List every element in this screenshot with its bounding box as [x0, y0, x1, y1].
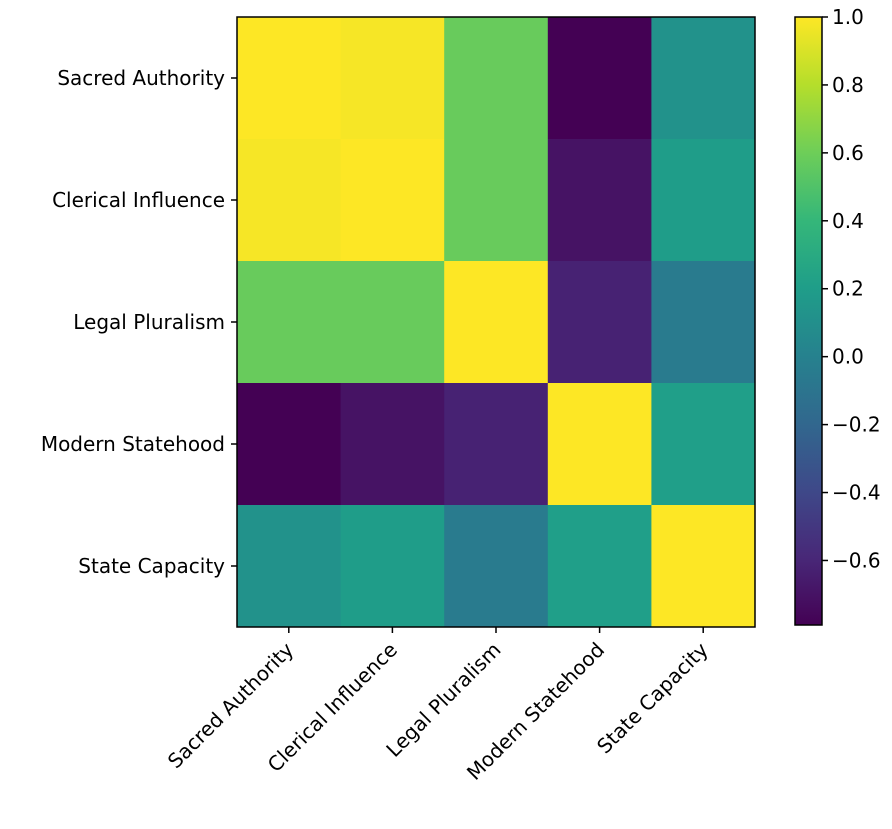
heatmap-cell — [547, 261, 652, 384]
heatmap-cell — [444, 505, 549, 628]
heatmap-cell — [237, 505, 342, 628]
colorbar-gradient — [794, 16, 823, 626]
colorbar-tick-label: 0.2 — [832, 277, 864, 301]
heatmap-cell — [340, 17, 445, 140]
y-tick-label: Legal Pluralism — [73, 310, 225, 334]
colorbar-tick-label: −0.4 — [832, 481, 881, 505]
heatmap-cell — [651, 383, 756, 506]
heatmap-cell — [237, 17, 342, 140]
heatmap-cell — [651, 17, 756, 140]
y-tick-label: State Capacity — [78, 554, 225, 578]
heatmap-cell — [444, 139, 549, 262]
heatmap-cell — [237, 383, 342, 506]
heatmap-cell — [444, 17, 549, 140]
heatmap-cell — [237, 261, 342, 384]
heatmap-cell — [340, 261, 445, 384]
y-tick-label: Clerical Influence — [52, 188, 225, 212]
colorbar-tick-label: 0.6 — [832, 141, 864, 165]
colorbar-tick-label: 0.0 — [832, 345, 864, 369]
heatmap-cell — [340, 383, 445, 506]
colorbar: −0.6 −0.4 −0.2 0.0 0.2 0.4 0.6 0.8 1.0 — [794, 5, 881, 626]
colorbar-tick-label: 0.4 — [832, 209, 864, 233]
heatmap-cell — [340, 505, 445, 628]
heatmap-cell — [444, 261, 549, 384]
heatmap-cell — [651, 505, 756, 628]
heatmap-cells — [237, 17, 756, 628]
heatmap-cell — [651, 139, 756, 262]
y-axis: Sacred Authority Clerical Influence Legal … — [41, 66, 237, 578]
heatmap-cell — [547, 17, 652, 140]
heatmap-cell — [340, 139, 445, 262]
y-tick-label: Sacred Authority — [57, 66, 225, 90]
heatmap-cell — [444, 383, 549, 506]
colorbar-tick-label: −0.2 — [832, 413, 881, 437]
colorbar-ticks: −0.6 −0.4 −0.2 0.0 0.2 0.4 0.6 0.8 1.0 — [822, 5, 881, 572]
heatmap-cell — [651, 261, 756, 384]
heatmap-cell — [237, 139, 342, 262]
heatmap-cell — [547, 139, 652, 262]
colorbar-tick-label: −0.6 — [832, 548, 881, 572]
heatmap-cell — [547, 383, 652, 506]
heatmap-cell — [547, 505, 652, 628]
y-tick-label: Modern Statehood — [41, 432, 225, 456]
colorbar-tick-label: 1.0 — [832, 5, 864, 29]
x-tick-label: State Capacity — [592, 637, 713, 758]
colorbar-tick-label: 0.8 — [832, 73, 864, 97]
